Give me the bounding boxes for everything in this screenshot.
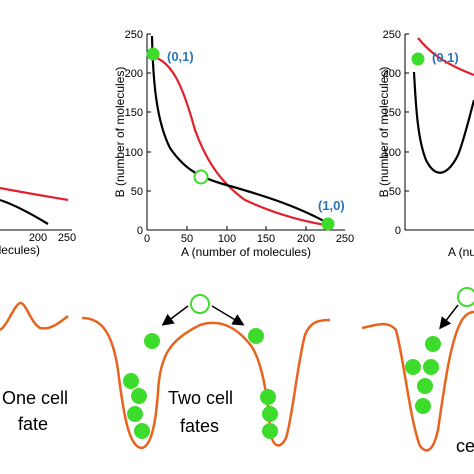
right-landscape: ce	[361, 287, 474, 456]
left-red-nullcline	[0, 186, 69, 202]
middle-caption-line2: fates	[180, 416, 219, 436]
middle-landscape: Two cell fates	[81, 294, 331, 450]
middle-x-axis-label: A (number of molecules)	[181, 245, 311, 259]
right-y-tick-50: 50	[389, 186, 401, 198]
middle-y-tick-0: 0	[137, 225, 143, 237]
middle-y-tick-200: 200	[125, 68, 143, 80]
left-x-axis-label: A (number of molecules)	[0, 243, 40, 257]
middle-landscape-curve	[81, 316, 331, 450]
right-label-0-1: (0,1)	[432, 50, 459, 65]
right-stable-point-0-1	[411, 52, 425, 66]
middle-label-0-1: (0,1)	[167, 49, 194, 64]
middle-black-nullcline	[150, 35, 332, 226]
left-phase-plot: 200 250 A (number of molecules)	[0, 186, 76, 257]
right-y-tick-250: 250	[383, 29, 401, 41]
cell	[262, 423, 278, 439]
cell	[131, 388, 147, 404]
middle-label-1-0: (1,0)	[318, 198, 345, 213]
arrow-left	[161, 305, 189, 326]
middle-y-ticks: 250 200 150 100 50 0	[125, 29, 151, 237]
cell	[248, 328, 264, 344]
left-black-nullcline	[0, 198, 49, 225]
middle-unstable-point	[193, 169, 209, 185]
arrow-down-left	[439, 304, 459, 330]
cell	[123, 373, 139, 389]
cell	[127, 406, 143, 422]
cell	[415, 398, 431, 414]
middle-red-nullcline	[146, 54, 333, 228]
left-caption-line1: One cell	[2, 388, 68, 408]
right-phase-plot: 250 200 150 100 50 0 B (number of molecu…	[377, 29, 474, 259]
left-caption-line2: fate	[18, 414, 48, 434]
middle-x-tick-0: 0	[144, 233, 150, 245]
right-x-axis-label: A (number of molecules)	[448, 245, 474, 259]
right-landscape-curve	[361, 310, 474, 452]
cell	[417, 378, 433, 394]
unstable-cell	[190, 294, 210, 314]
middle-caption-line1: Two cell	[168, 388, 233, 408]
right-red-nullcline	[417, 37, 474, 77]
cell	[260, 389, 276, 405]
middle-x-tick-150: 150	[257, 233, 275, 245]
middle-stable-point-0-1	[146, 47, 160, 61]
middle-x-tick-50: 50	[181, 233, 193, 245]
cell	[262, 406, 278, 422]
middle-x-tick-200: 200	[297, 233, 315, 245]
right-y-ticks: 250 200 150 100 50 0	[383, 29, 409, 237]
cell	[144, 333, 160, 349]
right-black-nullcline	[412, 71, 474, 174]
right-y-tick-0: 0	[395, 225, 401, 237]
middle-y-tick-250: 250	[125, 29, 143, 41]
middle-y-axis-label: B (number of molecules)	[113, 67, 127, 198]
middle-x-ticks: 0 50 100 150 200 250	[144, 226, 354, 245]
unstable-cell	[457, 287, 474, 307]
arrow-right	[211, 305, 245, 326]
middle-x-tick-250: 250	[336, 233, 354, 245]
left-x-tick-200: 200	[29, 232, 47, 244]
right-y-axis-label: B (number of molecules)	[377, 67, 391, 198]
left-x-tick-250: 250	[58, 232, 76, 244]
middle-y-tick-150: 150	[125, 107, 143, 119]
right-y-tick-150: 150	[383, 107, 401, 119]
left-landscape: One cell fate	[0, 301, 69, 434]
middle-y-tick-50: 50	[131, 186, 143, 198]
middle-phase-plot: 250 200 150 100 50 0 0 50 100 150 200 25…	[113, 29, 354, 259]
middle-y-tick-100: 100	[125, 147, 143, 159]
cell	[405, 359, 421, 375]
cell	[423, 359, 439, 375]
left-landscape-curve	[0, 301, 69, 332]
cell	[134, 423, 150, 439]
right-y-tick-200: 200	[383, 68, 401, 80]
right-y-tick-100: 100	[383, 147, 401, 159]
middle-x-tick-100: 100	[218, 233, 236, 245]
cell	[425, 336, 441, 352]
middle-stable-point-1-0	[321, 217, 335, 231]
right-caption: ce	[456, 436, 474, 456]
